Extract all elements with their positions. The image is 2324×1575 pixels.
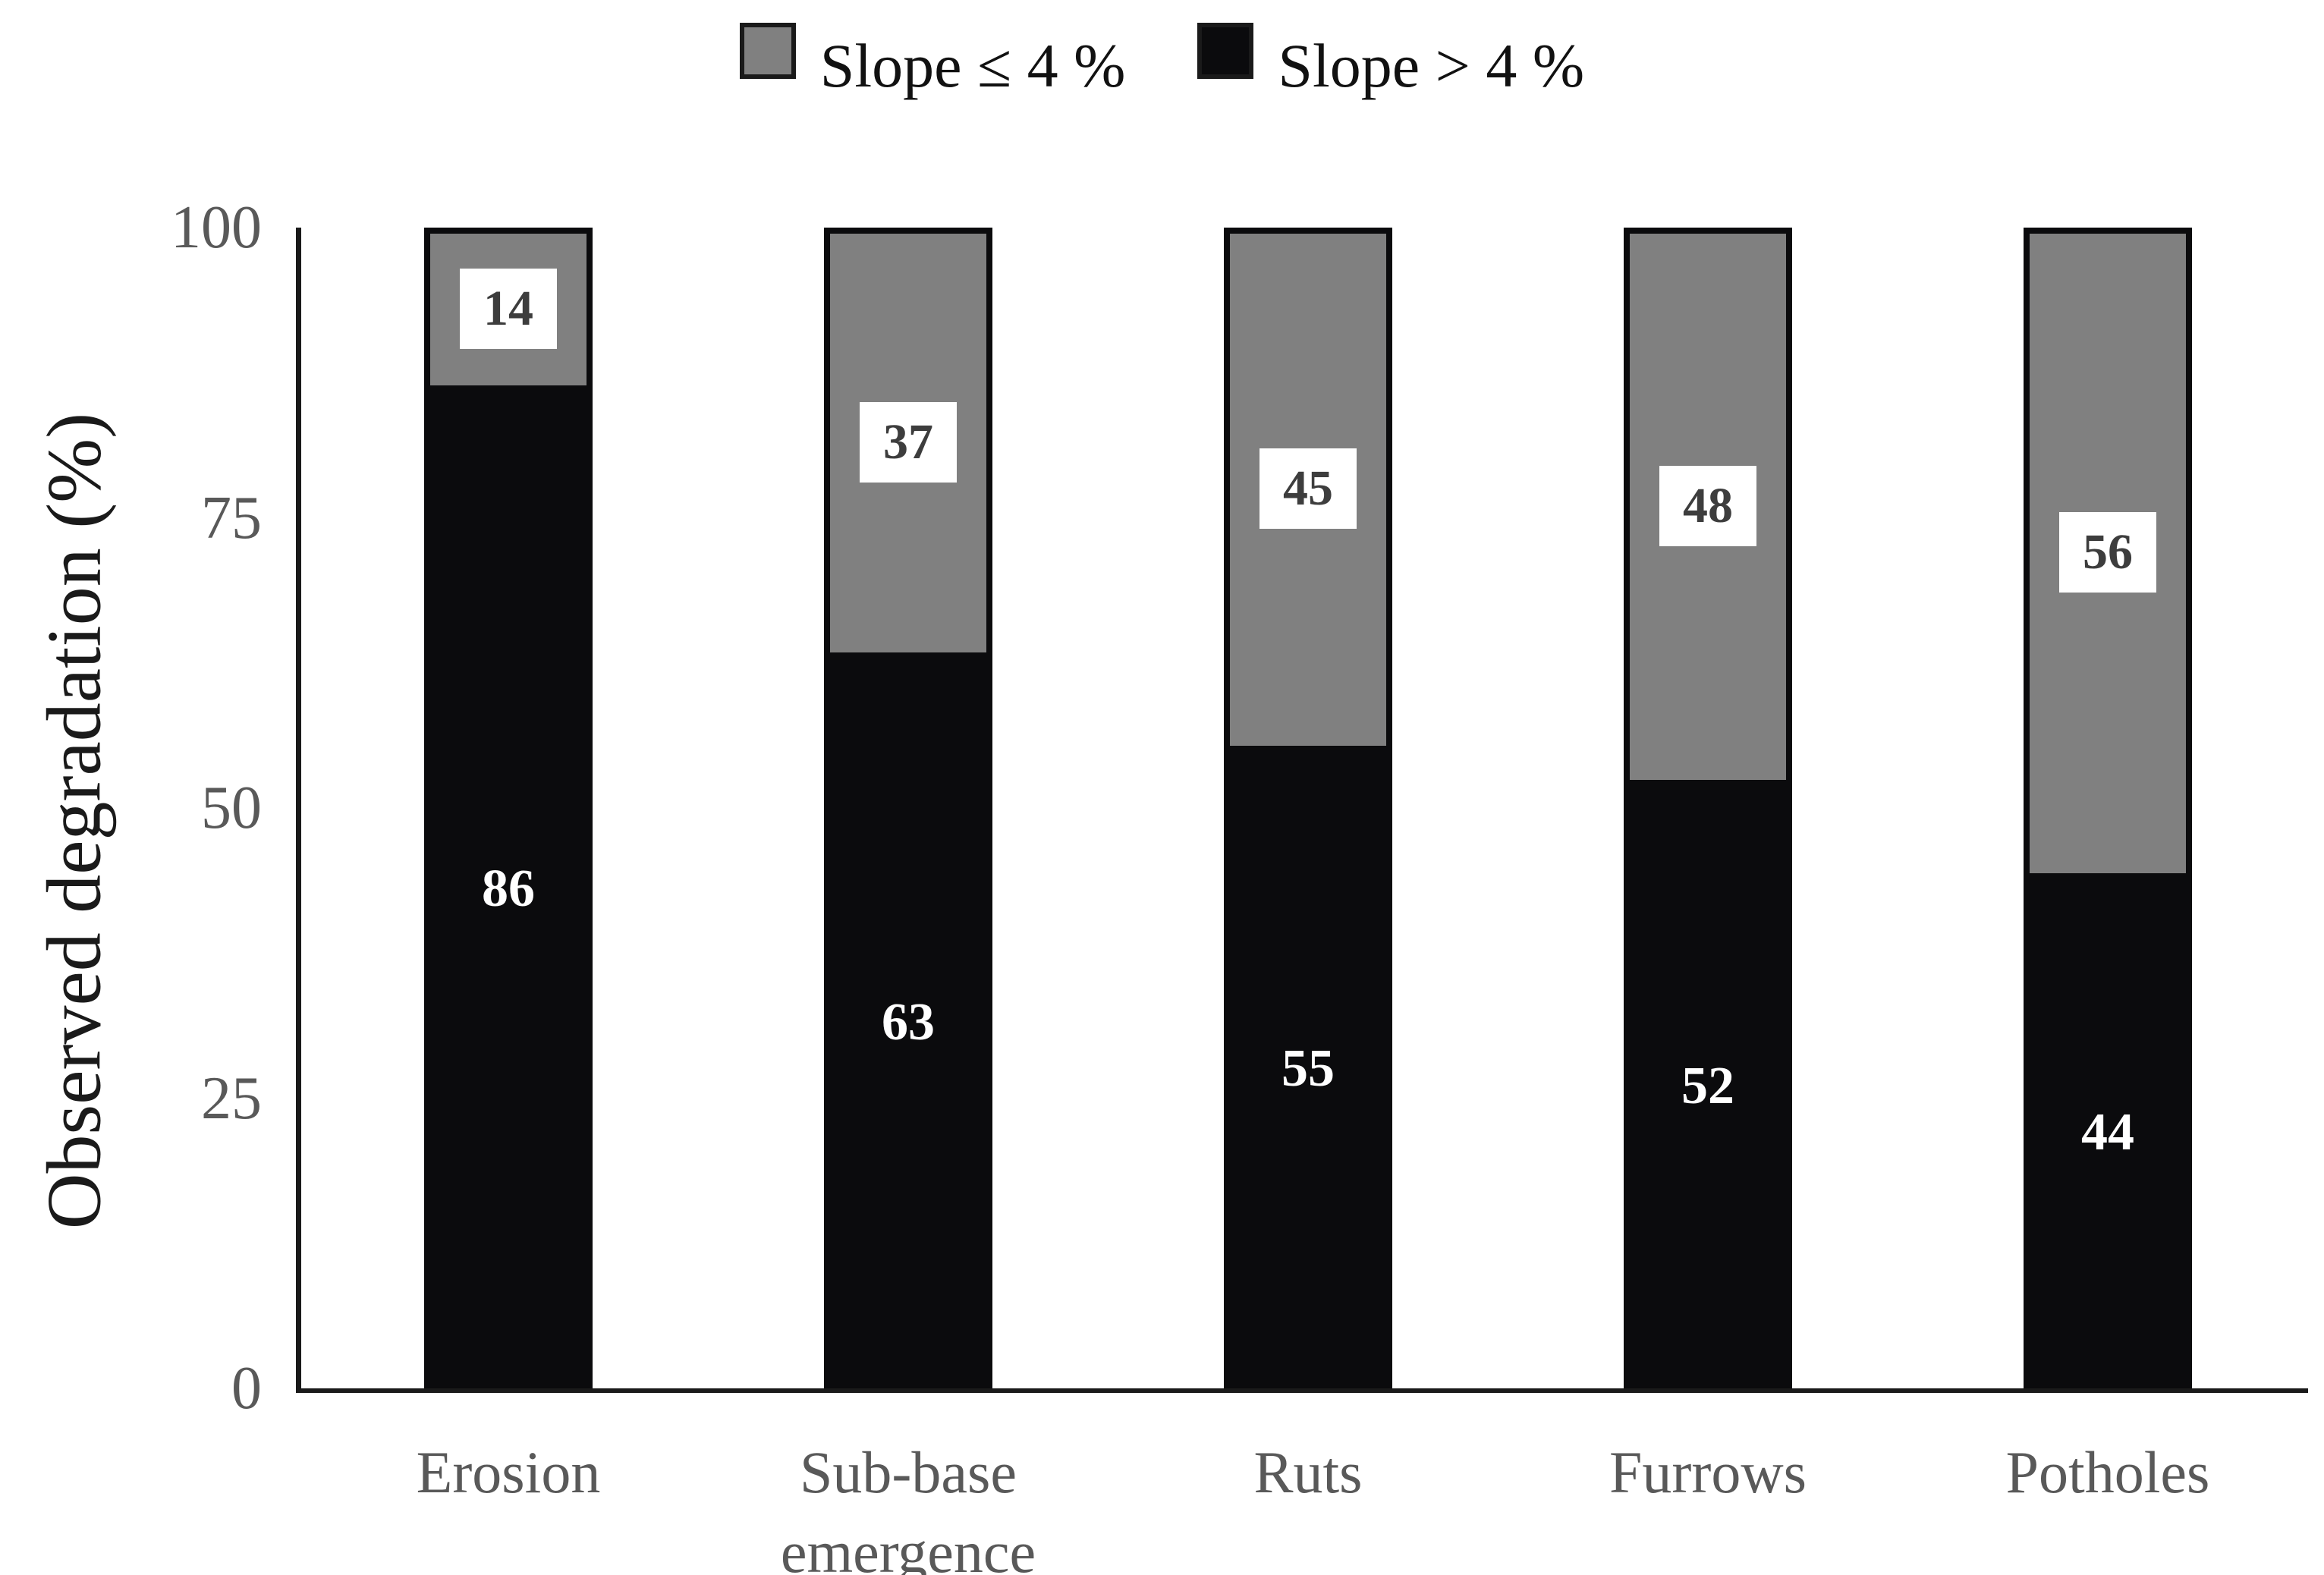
value-label-slope-gt-4-furrows: 52: [1681, 1057, 1734, 1116]
value-label-slope-le-4-erosion: 14: [460, 269, 557, 350]
value-text: 48: [1683, 478, 1733, 534]
bar-sub-base-emergence: 37 63: [824, 228, 992, 1388]
legend-item-slope-4: Slope > 4 %: [1197, 14, 1584, 97]
chart-legend: Slope ≤ 4 % Slope > 4 %: [0, 14, 2324, 97]
value-text: 45: [1283, 461, 1333, 517]
legend-label: Slope ≤ 4 %: [819, 31, 1126, 100]
category-label-potholes: Potholes: [2005, 1439, 2210, 1505]
y-tick-0: 0: [231, 1355, 262, 1422]
category-label-ruts: Ruts: [1253, 1439, 1363, 1505]
value-label-slope-le-4-potholes: 56: [2059, 512, 2156, 593]
value-label-slope-le-4-sub-base-emergence: 37: [860, 402, 957, 483]
value-text: 14: [483, 281, 533, 337]
legend-swatch-slope-4: [739, 23, 796, 79]
value-text: 56: [2083, 524, 2133, 580]
y-tick-50: 50: [201, 775, 262, 841]
value-label-slope-le-4-furrows: 48: [1659, 466, 1756, 547]
legend-item-slope-4: Slope ≤ 4 %: [739, 14, 1125, 97]
y-axis-line: [296, 228, 301, 1393]
x-axis-line: [296, 1388, 2308, 1393]
value-label-slope-gt-4-sub-base-emergence: 63: [882, 993, 935, 1052]
y-tick-75: 75: [201, 484, 262, 552]
bar-erosion: 14 86: [424, 228, 593, 1388]
y-tick-100: 100: [171, 194, 262, 261]
category-label-sub-base-emergence: Sub-base emergence: [780, 1439, 1036, 1575]
bar-ruts: 45 55: [1224, 228, 1392, 1388]
category-label-erosion: Erosion: [416, 1439, 601, 1505]
bar-potholes: 56 44: [2024, 228, 2192, 1388]
bar-furrows: 48 52: [1624, 228, 1792, 1388]
value-text: 37: [883, 414, 933, 470]
value-label-slope-gt-4-potholes: 44: [2081, 1103, 2134, 1162]
value-label-slope-gt-4-ruts: 55: [1282, 1039, 1335, 1099]
value-label-slope-le-4-ruts: 45: [1259, 448, 1357, 530]
category-label-furrows: Furrows: [1609, 1439, 1807, 1505]
legend-swatch-slope-4: [1197, 23, 1254, 79]
value-label-slope-gt-4-erosion: 86: [482, 860, 535, 919]
legend-label: Slope > 4 %: [1278, 31, 1585, 100]
y-tick-25: 25: [201, 1064, 262, 1132]
